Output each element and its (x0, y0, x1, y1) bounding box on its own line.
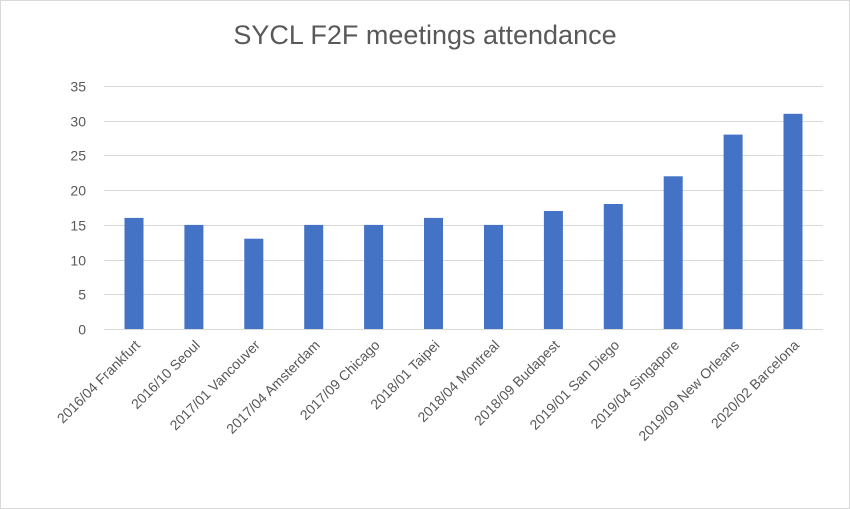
y-tick-label: 30 (70, 114, 86, 130)
bar-2 (244, 238, 264, 329)
bar-3 (304, 224, 324, 329)
y-tick-label: 25 (70, 148, 86, 164)
chart-title: SYCL F2F meetings attendance (233, 20, 617, 50)
bar-7 (543, 211, 563, 329)
y-tick-label: 5 (78, 287, 86, 303)
y-tick-label: 10 (70, 253, 86, 269)
bars (124, 113, 803, 329)
x-tick-label: 2019/09 New Orleans (635, 337, 742, 444)
y-tick-label: 35 (70, 79, 86, 95)
bar-0 (124, 217, 144, 329)
bar-5 (424, 217, 443, 329)
bar-1 (184, 224, 204, 329)
x-tick-label: 2016/04 Frankfurt (54, 337, 144, 427)
y-axis-ticks: 0 5 10 15 20 25 30 35 (70, 79, 86, 338)
bar-8 (603, 204, 623, 329)
y-tick-label: 15 (70, 218, 86, 234)
y-tick-label: 0 (78, 322, 86, 338)
y-tick-label: 20 (70, 183, 86, 199)
bar-11 (783, 113, 803, 329)
bar-6 (484, 224, 503, 329)
bar-10 (723, 134, 743, 329)
bar-9 (663, 176, 683, 329)
gridlines (104, 86, 823, 330)
bar-4 (364, 224, 384, 329)
